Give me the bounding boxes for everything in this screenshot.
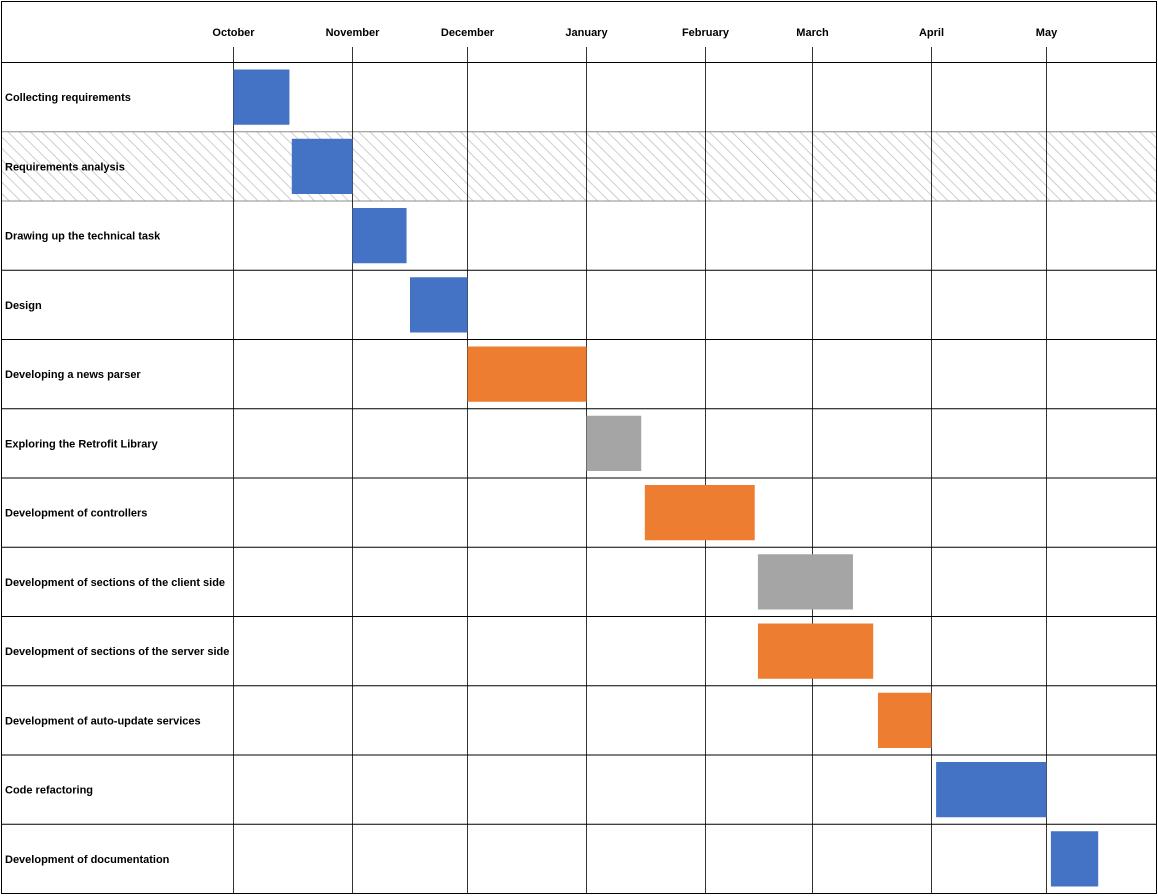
month-label-april: April: [919, 27, 944, 39]
task-bar: [936, 762, 1047, 818]
task-label: Code refactoring: [5, 785, 93, 797]
task-bar: [757, 554, 853, 610]
month-label-november: November: [326, 27, 381, 39]
labels: October November December January February Ma…: [5, 27, 1058, 866]
task-label: Design: [5, 300, 42, 312]
task-label: Development of auto-update services: [5, 715, 201, 727]
highlighted-row-background: [1, 131, 1157, 201]
month-label-may: May: [1036, 27, 1058, 39]
task-bar: [1050, 831, 1099, 887]
task-label: Development of controllers: [5, 508, 147, 520]
task-label: Development of documentation: [5, 854, 170, 866]
month-label-december: December: [441, 27, 495, 39]
task-bar: [644, 485, 755, 541]
task-bar: [586, 415, 642, 471]
task-bars: [233, 69, 1099, 887]
task-bar: [233, 69, 290, 125]
task-label: Development of sections of the server si…: [5, 646, 229, 658]
task-label: Drawing up the technical task: [5, 231, 161, 243]
month-label-march: March: [796, 27, 829, 39]
task-bar: [757, 623, 874, 679]
task-label: Exploring the Retrofit Library: [5, 438, 159, 450]
task-label: Developing a news parser: [5, 369, 141, 381]
task-label: Development of sections of the client si…: [5, 577, 225, 589]
task-bar: [291, 138, 353, 194]
month-label-october: October: [212, 27, 255, 39]
month-label-january: January: [565, 27, 608, 39]
task-bar: [877, 692, 932, 748]
task-bar: [352, 208, 407, 264]
task-bar: [467, 346, 587, 402]
task-label: Requirements analysis: [5, 161, 125, 173]
month-label-february: February: [682, 27, 730, 39]
task-bar: [410, 277, 468, 333]
row-backgrounds: [1, 131, 1157, 201]
task-label: Collecting requirements: [5, 92, 131, 104]
